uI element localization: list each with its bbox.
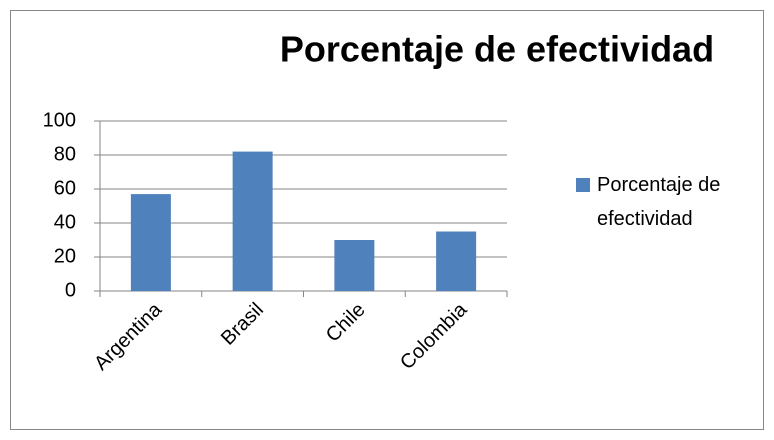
legend-label: Porcentaje de efectividad [597, 174, 721, 230]
legend: Porcentaje de efectividad [597, 174, 721, 230]
bar [232, 151, 273, 291]
y-tick-label: 100 [43, 109, 76, 131]
bar [436, 231, 477, 291]
bar [130, 194, 171, 291]
y-tick-label: 40 [54, 211, 76, 233]
y-tick-label: 0 [65, 279, 76, 301]
y-tick-label: 60 [54, 177, 76, 199]
y-tick-label: 20 [54, 245, 76, 267]
bar [334, 240, 375, 291]
legend-swatch [576, 178, 590, 192]
chart-title: Porcentaje de efectividad [280, 29, 714, 70]
y-tick-label: 80 [54, 143, 76, 165]
